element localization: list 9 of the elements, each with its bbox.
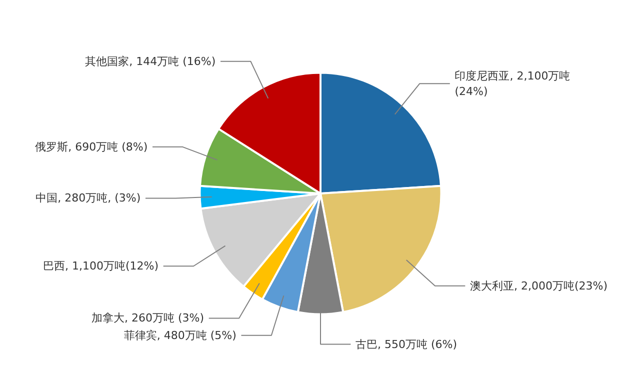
slice-label: 其他国家, 144万吨 (16%) xyxy=(85,54,216,68)
slice-label: 印度尼西亚, 2,100万吨 (24%) xyxy=(454,69,570,98)
slice-label: 加拿大, 260万吨 (3%) xyxy=(92,312,204,325)
slice-label: 中国, 280万吨, (3%) xyxy=(36,192,141,205)
slice-label: 澳大利亚, 2,000万吨(23%) xyxy=(470,279,608,292)
slice-label: 菲律宾, 480万吨 (5%) xyxy=(124,328,236,342)
slice-label: 俄罗斯, 690万吨 (8%) xyxy=(35,140,148,154)
slice-label: 古巴, 550万吨 (6%) xyxy=(356,338,458,351)
slice-label: 巴西, 1,100万吨(12%) xyxy=(42,260,159,273)
